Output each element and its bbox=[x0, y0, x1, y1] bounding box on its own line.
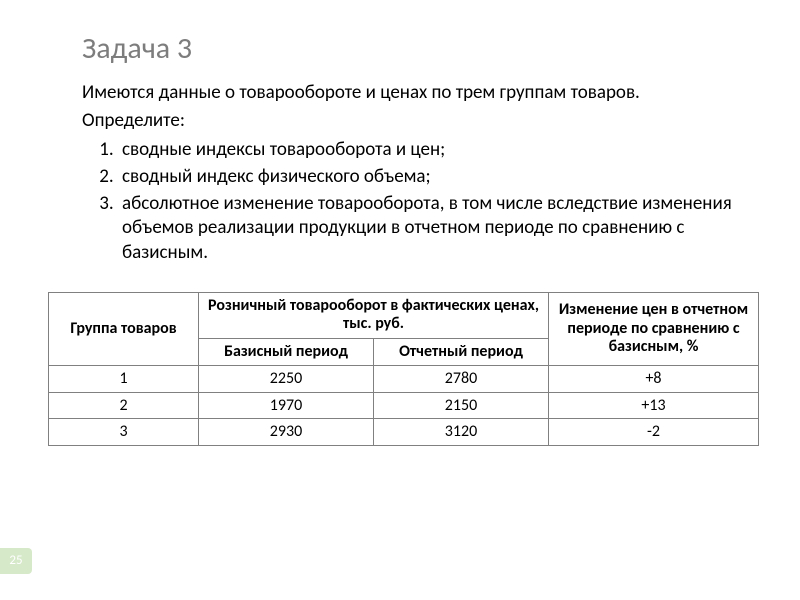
list-item: сводные индексы товарооборота и цен; bbox=[118, 138, 740, 163]
intro-text: Имеются данные о товарообороте и ценах п… bbox=[82, 81, 740, 105]
cell-report: 3120 bbox=[374, 419, 549, 446]
cell-group: 2 bbox=[49, 392, 199, 419]
table-row: 1 2250 2780 +8 bbox=[49, 365, 759, 392]
list-item: сводный индекс физического объема; bbox=[118, 165, 740, 190]
cell-group: 3 bbox=[49, 419, 199, 446]
determine-label: Определите: bbox=[82, 109, 740, 132]
col-header-report: Отчетный период bbox=[374, 338, 549, 365]
task-list: сводные индексы товарооборота и цен; сво… bbox=[82, 138, 740, 265]
col-header-turnover-group: Розничный товарооборот в фактических цен… bbox=[199, 292, 549, 338]
cell-base: 2930 bbox=[199, 419, 374, 446]
list-item-text: сводный индекс физического объема; bbox=[122, 165, 431, 188]
cell-report: 2780 bbox=[374, 365, 549, 392]
cell-group: 1 bbox=[49, 365, 199, 392]
col-header-change: Изменение цен в отчетном периоде по срав… bbox=[549, 292, 759, 365]
table-row: 3 2930 3120 -2 bbox=[49, 419, 759, 446]
slide-title: Задача 3 bbox=[82, 30, 740, 67]
intro-text-line: Имеются данные о товарообороте и ценах п… bbox=[82, 81, 740, 105]
cell-base: 1970 bbox=[199, 392, 374, 419]
cell-base: 2250 bbox=[199, 365, 374, 392]
col-header-base: Базисный период bbox=[199, 338, 374, 365]
table-header-row: Группа товаров Розничный товарооборот в … bbox=[49, 292, 759, 338]
cell-change: +8 bbox=[549, 365, 759, 392]
cell-change: +13 bbox=[549, 392, 759, 419]
cell-report: 2150 bbox=[374, 392, 549, 419]
list-item: абсолютное изменение товарооборота, в то… bbox=[118, 192, 740, 266]
cell-change: -2 bbox=[549, 419, 759, 446]
list-item-text: сводные индексы товарооборота и цен; bbox=[122, 138, 445, 161]
page-number-badge: 25 bbox=[0, 548, 32, 574]
data-table: Группа товаров Розничный товарооборот в … bbox=[48, 292, 759, 446]
table-container: Группа товаров Розничный товарооборот в … bbox=[48, 292, 740, 446]
list-item-text: абсолютное изменение товарооборота, в то… bbox=[122, 192, 732, 264]
table-row: 2 1970 2150 +13 bbox=[49, 392, 759, 419]
col-header-group: Группа товаров bbox=[49, 292, 199, 365]
slide: Задача 3 Имеются данные о товарообороте … bbox=[0, 0, 800, 600]
